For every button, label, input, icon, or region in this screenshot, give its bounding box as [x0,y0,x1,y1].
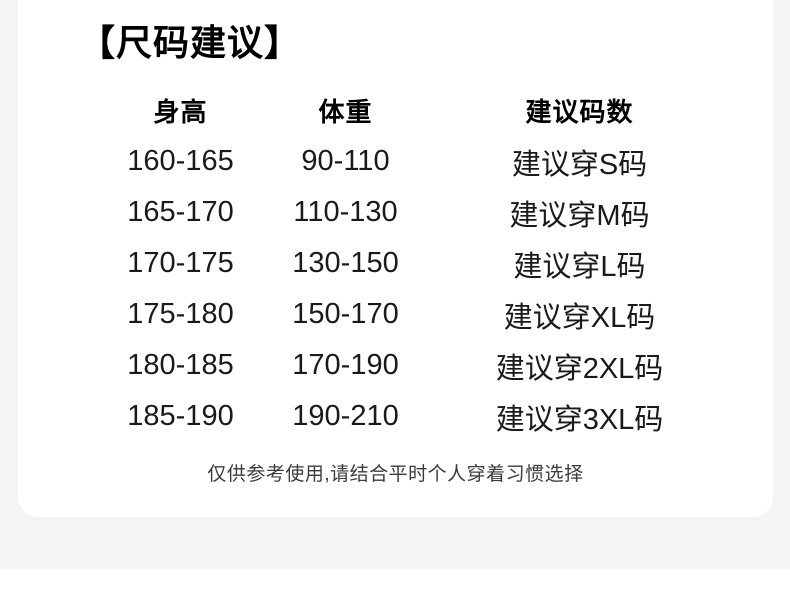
column-header-height: 身高 [153,97,208,127]
column-header-weight: 体重 [318,97,373,127]
size-table-header-row: 身高 体重 建议码数 [18,85,773,136]
recommended-size: 建议穿S码 [511,148,648,181]
table-row: 180-185 170-190 建议穿2XL码 [18,340,773,391]
weight-range: 190-210 [292,400,399,432]
weight-range: 110-130 [293,196,398,228]
section-title: 【尺码建议】 [79,22,302,63]
recommended-size: 建议穿3XL码 [495,403,664,436]
recommended-size: 建议穿M码 [509,199,650,232]
size-table: 身高 体重 建议码数 160-165 90-110 建议穿S码 165-170 … [18,85,773,442]
weight-range: 90-110 [301,145,390,177]
table-row: 185-190 190-210 建议穿3XL码 [18,391,773,442]
weight-range: 170-190 [292,349,399,381]
column-header-recommended-size: 建议码数 [525,97,634,127]
height-range: 180-185 [127,349,234,381]
table-row: 175-180 150-170 建议穿XL码 [18,289,773,340]
height-range: 170-175 [127,247,234,279]
table-row: 160-165 90-110 建议穿S码 [18,136,773,187]
height-range: 185-190 [127,400,234,432]
size-guide-card: 【尺码建议】 身高 体重 建议码数 160-165 90-110 建议穿S码 1… [18,0,773,517]
recommended-size: 建议穿2XL码 [495,352,664,385]
table-row: 170-175 130-150 建议穿L码 [18,238,773,289]
height-range: 160-165 [127,145,234,177]
table-row: 165-170 110-130 建议穿M码 [18,187,773,238]
recommended-size: 建议穿XL码 [503,301,656,334]
height-range: 165-170 [127,196,234,228]
recommended-size: 建议穿L码 [513,250,646,283]
weight-range: 130-150 [292,247,399,279]
height-range: 175-180 [127,298,234,330]
weight-range: 150-170 [292,298,399,330]
disclaimer-note: 仅供参考使用,请结合平时个人穿着习惯选择 [207,464,584,485]
